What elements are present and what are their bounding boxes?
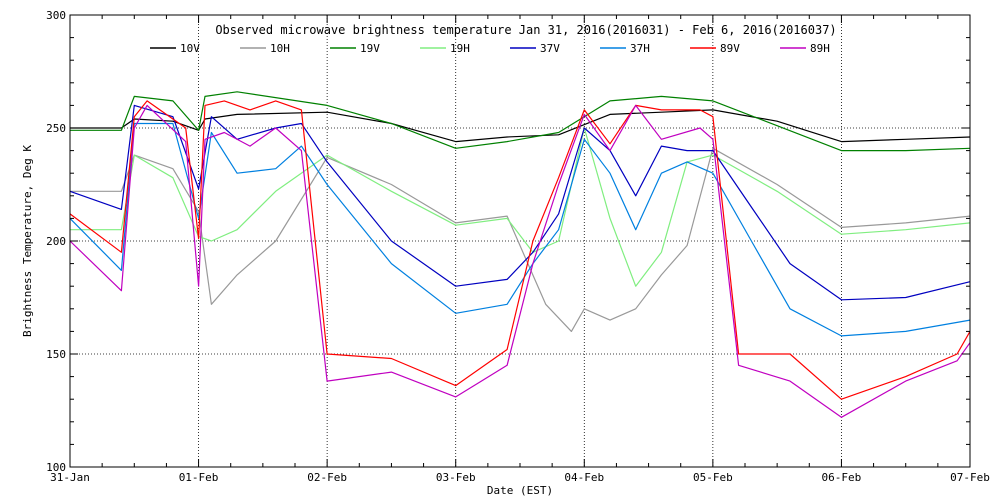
x-tick-label: 04-Feb: [564, 471, 604, 484]
x-tick-label: 07-Feb: [950, 471, 990, 484]
y-tick-label: 200: [46, 235, 66, 248]
legend-label-19h: 19H: [450, 42, 470, 55]
legend: 10V 10H 19V 19H 37V 37H 89V 89H: [150, 42, 830, 55]
x-tick-label: 05-Feb: [693, 471, 733, 484]
grid: [70, 15, 970, 467]
legend-label-10v: 10V: [180, 42, 200, 55]
x-tick-label: 01-Feb: [179, 471, 219, 484]
legend-label-37h: 37H: [630, 42, 650, 55]
x-axis-label: Date (EST): [487, 484, 553, 497]
y-tick-label: 150: [46, 348, 66, 361]
legend-label-37v: 37V: [540, 42, 560, 55]
x-tick-label: 31-Jan: [50, 471, 90, 484]
series-line-10v: [70, 109, 971, 143]
series-line-89v: [69, 100, 971, 400]
chart-title: Observed microwave brightness temperatur…: [215, 23, 836, 37]
x-tick-label: 02-Feb: [307, 471, 347, 484]
x-tick-label: 06-Feb: [822, 471, 862, 484]
legend-label-10h: 10H: [270, 42, 290, 55]
y-tick-label: 100: [46, 461, 66, 474]
y-axis-label: Brightness Temperature, Deg K: [21, 145, 34, 337]
series-line-89h: [69, 104, 971, 418]
legend-label-89v: 89V: [720, 42, 740, 55]
series-line-19v: [70, 91, 971, 152]
ticks: 31-Jan 01-Feb 02-Feb 03-Feb 04-Feb 05-Feb 06-F…: [46, 9, 990, 484]
x-tick-label: 03-Feb: [436, 471, 476, 484]
y-tick-label: 300: [46, 9, 66, 22]
legend-label-19v: 19V: [360, 42, 380, 55]
legend-label-89h: 89H: [810, 42, 830, 55]
series-layer: [69, 91, 971, 418]
series-line-19h: [70, 127, 971, 287]
series-line-37v: [69, 104, 971, 301]
y-tick-label: 250: [46, 122, 66, 135]
